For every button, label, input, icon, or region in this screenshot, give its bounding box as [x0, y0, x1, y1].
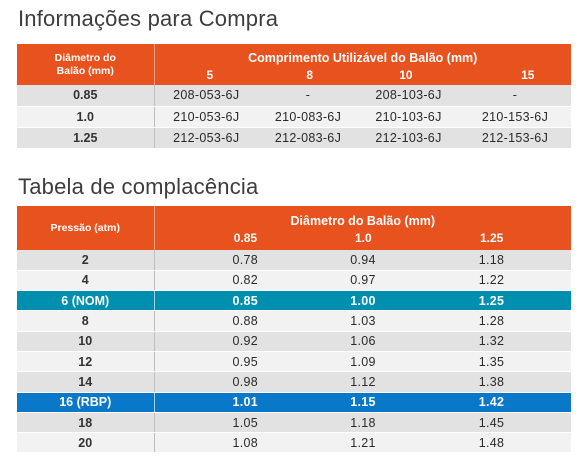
diameter-value-cell: 1.48	[412, 432, 572, 454]
diameter-label: 1.0	[354, 231, 372, 245]
pressure-cell: 16 (RBP)	[17, 392, 155, 413]
diameter-cell: 1.25	[17, 127, 155, 149]
diameter-cell: 0.85	[17, 85, 155, 107]
diameter-value-cell: 0.97	[292, 270, 412, 292]
pressure-cell: 6 (NOM)	[17, 290, 155, 312]
diameter-value-cell: 0.88	[154, 310, 292, 332]
product-code-cell: 210-083-6J	[258, 106, 358, 128]
diameter-value-cell: 1.42	[412, 392, 572, 413]
pressure-cell: 2	[17, 250, 155, 271]
compliance-title: Tabela de complacência	[18, 174, 259, 199]
diameter-value-cell: 1.18	[292, 412, 412, 434]
product-code-cell: 210-153-6J	[459, 106, 571, 128]
pressure-cell: 4	[17, 270, 155, 292]
diameter-value-cell: 1.22	[412, 270, 572, 292]
diameter-value-cell: 1.45	[412, 412, 572, 434]
diameter-value-cell: 1.15	[292, 392, 412, 413]
diameter-value-cell: 0.78	[154, 250, 292, 271]
purchase-length-labels: 5 8 10 15	[155, 68, 572, 82]
diameter-value-cell: 1.25	[412, 290, 572, 312]
purchase-table: Diâmetro do Balão (mm) Comprimento Utili…	[17, 44, 571, 149]
product-code-cell: 208-103-6J	[358, 85, 459, 107]
product-code-cell: 212-153-6J	[459, 127, 571, 149]
diameter-value-cell: 1.05	[154, 412, 292, 434]
pressure-cell: 20	[17, 432, 155, 454]
table-row-nom: 6 (NOM) 0.85 1.00 1.25	[17, 290, 572, 312]
diameter-cell: 1.0	[17, 106, 155, 128]
pressure-cell: 8	[17, 310, 155, 332]
length-label: 5	[206, 68, 214, 82]
diameter-value-cell: 0.95	[154, 351, 292, 373]
product-code-cell: 210-053-6J	[154, 106, 258, 128]
diameter-value-cell: 0.94	[292, 250, 412, 271]
diameter-label: 0.85	[233, 231, 258, 245]
diameter-value-cell: 1.28	[412, 310, 572, 332]
diameter-value-cell: 1.09	[292, 351, 412, 373]
product-code-cell: -	[459, 85, 571, 107]
length-label: 15	[521, 68, 535, 82]
pressure-header: Pressão (atm)	[17, 206, 155, 250]
product-code-cell: 212-103-6J	[358, 127, 459, 149]
purchase-length-header: Comprimento Utilizável do Balão (mm)	[248, 51, 478, 65]
diameter-value-cell: 0.85	[154, 290, 292, 312]
diameter-value-cell: 1.08	[154, 432, 292, 454]
diameter-value-cell: 1.12	[292, 371, 412, 393]
compliance-diameter-labels: 0.85 1.0 1.25	[155, 231, 572, 245]
table-row: 18 1.05 1.18 1.45	[17, 412, 572, 434]
pressure-cell: 12	[17, 351, 155, 373]
diameter-value-cell: 1.38	[412, 371, 572, 393]
purchase-diameter-header: Diâmetro do Balão (mm)	[17, 44, 155, 85]
diameter-value-cell: 1.00	[292, 290, 412, 312]
table-row-rbp: 16 (RBP) 1.01 1.15 1.42	[17, 392, 572, 413]
diameter-label: 1.25	[479, 231, 504, 245]
compliance-table: Pressão (atm) Diâmetro do Balão (mm) 0.8…	[17, 206, 572, 454]
compliance-diameter-header-cell: Diâmetro do Balão (mm) 0.85 1.0 1.25	[154, 206, 571, 250]
diameter-value-cell: 1.03	[292, 310, 412, 332]
product-code-cell: 212-053-6J	[154, 127, 258, 149]
product-code-cell: 212-083-6J	[258, 127, 358, 149]
table-row: 10 0.92 1.06 1.32	[17, 331, 572, 352]
table-row: 20 1.08 1.21 1.48	[17, 432, 572, 454]
table-row: 1.0 210-053-6J 210-083-6J 210-103-6J 210…	[17, 106, 571, 128]
product-code-cell: 210-103-6J	[358, 106, 459, 128]
table-row: 2 0.78 0.94 1.18	[17, 250, 572, 271]
length-label: 10	[399, 68, 413, 82]
pressure-cell: 10	[17, 331, 155, 352]
table-row: 8 0.88 1.03 1.28	[17, 310, 572, 332]
diameter-value-cell: 1.32	[412, 331, 572, 352]
table-row: 0.85 208-053-6J - 208-103-6J -	[17, 85, 571, 107]
compliance-body: 2 0.78 0.94 1.18 4 0.82 0.97 1.22 6 (NOM) 0.85 1.0…	[17, 250, 572, 454]
table-row: 4 0.82 0.97 1.22	[17, 270, 572, 292]
compliance-diameter-header: Diâmetro do Balão (mm)	[290, 214, 435, 228]
diameter-value-cell: 0.98	[154, 371, 292, 393]
pressure-cell: 18	[17, 412, 155, 434]
table-row: 14 0.98 1.12 1.38	[17, 371, 572, 393]
purchase-header-row: Diâmetro do Balão (mm) Comprimento Utili…	[17, 44, 571, 85]
pressure-cell: 14	[17, 371, 155, 393]
diameter-value-cell: 1.35	[412, 351, 572, 373]
purchase-length-header-cell: Comprimento Utilizável do Balão (mm) 5 8…	[154, 44, 571, 85]
diameter-value-cell: 0.92	[154, 331, 292, 352]
diameter-value-cell: 1.06	[292, 331, 412, 352]
diameter-value-cell: 1.18	[412, 250, 572, 271]
diameter-value-cell: 1.01	[154, 392, 292, 413]
purchase-info-title: Informações para Compra	[18, 6, 279, 31]
product-code-cell: -	[258, 85, 358, 107]
diameter-value-cell: 0.82	[154, 270, 292, 292]
diameter-value-cell: 1.21	[292, 432, 412, 454]
table-row: 12 0.95 1.09 1.35	[17, 351, 572, 373]
compliance-header-row: Pressão (atm) Diâmetro do Balão (mm) 0.8…	[17, 206, 572, 250]
product-code-cell: 208-053-6J	[154, 85, 258, 107]
table-row: 1.25 212-053-6J 212-083-6J 212-103-6J 21…	[17, 127, 571, 149]
length-label: 8	[306, 68, 314, 82]
